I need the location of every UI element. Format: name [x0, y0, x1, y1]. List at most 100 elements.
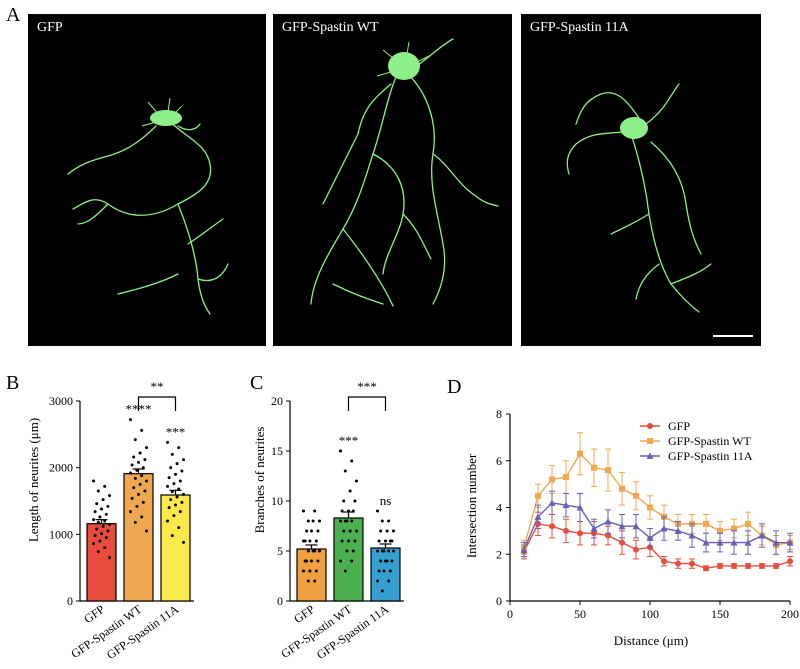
d-data-point	[744, 539, 752, 546]
d-data-point	[745, 562, 751, 569]
b-data-point	[132, 455, 136, 459]
b-data-point	[92, 518, 95, 522]
b-data-point	[98, 539, 102, 543]
d-series-line	[523, 502, 790, 550]
c-data-point	[347, 539, 350, 543]
d-legend-label: GFP	[668, 419, 690, 433]
c-data-point	[314, 539, 318, 543]
d-data-point	[773, 562, 779, 569]
d-x-tick-label: 200	[781, 607, 799, 621]
b-data-point	[138, 451, 142, 455]
d-data-point	[549, 476, 555, 483]
b-data-point	[129, 418, 132, 422]
c-data-point	[388, 569, 392, 573]
c-data-point	[380, 519, 384, 523]
c-data-point	[308, 539, 312, 543]
panel-label-c: C	[250, 372, 264, 394]
d-x-tick-label: 150	[711, 607, 729, 621]
b-data-point	[178, 479, 182, 483]
d-data-point	[605, 532, 611, 539]
neuron-image-11a	[566, 83, 753, 337]
b-data-point	[166, 484, 169, 488]
c-data-point	[353, 499, 357, 503]
b-data-point	[177, 487, 181, 491]
b-data-point	[180, 469, 184, 473]
c-data-point	[311, 519, 315, 523]
c-data-point	[316, 529, 320, 533]
b-data-point	[169, 466, 173, 470]
b-data-point	[140, 474, 144, 478]
b-data-point	[177, 446, 181, 450]
xlabel-d: Distance (μm)	[614, 633, 688, 648]
c-y-tick-label: 20	[271, 394, 283, 408]
c-comparison-label: ***	[357, 379, 377, 394]
b-data-point	[170, 490, 174, 494]
c-bar	[333, 517, 364, 602]
b-data-point	[100, 507, 103, 511]
d-data-point	[577, 530, 583, 537]
d-data-point	[759, 562, 765, 569]
d-data-point	[534, 513, 542, 520]
c-data-point	[306, 519, 310, 523]
d-data-point	[520, 546, 528, 553]
c-data-point	[310, 559, 313, 563]
d-data-point	[563, 527, 569, 534]
c-data-point	[377, 539, 381, 543]
c-data-point	[316, 559, 320, 563]
c-data-point	[340, 509, 344, 513]
b-bar	[160, 494, 191, 602]
b-data-point	[98, 515, 102, 519]
b-data-point	[130, 496, 134, 500]
d-data-point	[632, 522, 640, 530]
c-data-point	[384, 539, 387, 543]
c-data-point	[379, 529, 383, 533]
b-significance-label: ***	[166, 424, 186, 439]
d-data-point	[619, 485, 625, 492]
b-data-point	[103, 519, 107, 523]
b-data-point	[141, 500, 145, 504]
c-data-point	[308, 569, 312, 573]
c-data-point	[377, 569, 381, 573]
c-data-point	[350, 459, 354, 463]
c-comparison-bracket	[347, 396, 387, 411]
micrograph-label-gfp: GFP	[37, 20, 63, 35]
c-data-point	[348, 489, 352, 493]
c-data-point	[350, 519, 354, 523]
b-y-tick-label: 3000	[49, 394, 73, 408]
b-data-point	[135, 504, 139, 508]
b-data-point	[182, 540, 185, 544]
micrograph-wt: GFP-Spastin WT	[273, 14, 512, 346]
b-data-point	[93, 510, 97, 514]
b-data-point	[145, 479, 148, 483]
b-data-point	[172, 514, 176, 518]
c-data-point	[376, 509, 379, 513]
c-data-point	[345, 549, 349, 553]
b-y-tick-label: 2000	[49, 461, 73, 475]
c-data-point	[382, 569, 386, 573]
b-data-point	[137, 492, 140, 496]
c-data-point	[343, 519, 347, 523]
c-data-point	[305, 529, 309, 533]
d-data-point	[647, 504, 653, 511]
d-data-point	[633, 546, 639, 553]
d-data-point	[590, 525, 598, 532]
b-data-point	[166, 519, 169, 523]
d-data-point	[702, 539, 710, 546]
c-data-point	[339, 559, 342, 563]
c-data-point	[302, 509, 305, 513]
neuron-soma-wt	[388, 52, 420, 80]
c-data-point	[380, 549, 384, 553]
c-data-point	[313, 579, 317, 583]
b-data-point	[106, 529, 110, 533]
c-bar	[296, 548, 327, 602]
c-data-point	[314, 569, 318, 573]
micrograph-label-wt: GFP-Spastin WT	[282, 20, 379, 35]
b-data-point	[178, 510, 182, 514]
b-data-point	[135, 468, 139, 472]
d-data-point	[633, 492, 639, 499]
c-y-tick-label: 5	[277, 544, 283, 558]
d-data-point	[703, 520, 709, 527]
